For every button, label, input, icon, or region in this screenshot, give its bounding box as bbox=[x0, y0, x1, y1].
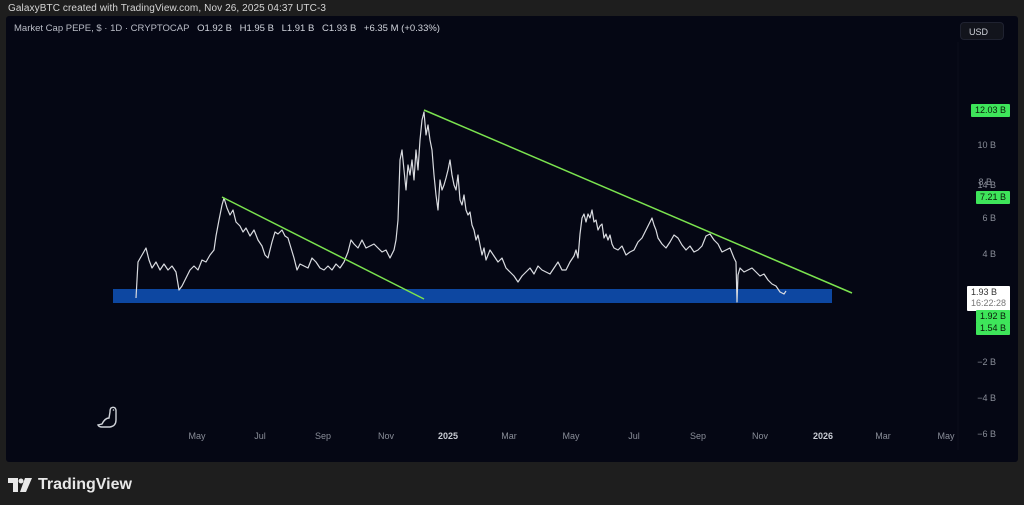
trendline-long[interactable] bbox=[423, 109, 853, 294]
currency-button[interactable]: USD bbox=[960, 22, 1004, 40]
support-zone bbox=[113, 289, 832, 303]
y-axis-label: −2 B bbox=[977, 357, 996, 367]
price-tag-current: 1.93 B 16:22:28 bbox=[966, 286, 1010, 311]
symbol-legend: Market Cap PEPE, $ · 1D · CRYPTOCAP O1.9… bbox=[14, 23, 445, 34]
y-axis-label: −4 B bbox=[977, 393, 996, 403]
y-axis-label: 8 B bbox=[978, 177, 992, 187]
x-axis-label: Sep bbox=[689, 431, 707, 441]
ohlc-high: H1.95 B bbox=[239, 23, 274, 34]
x-axis-label: Mar bbox=[875, 431, 891, 441]
x-axis-label: Sep bbox=[314, 431, 332, 441]
trendline-short[interactable] bbox=[221, 196, 425, 300]
x-axis-label: Nov bbox=[751, 431, 769, 441]
chart-panel[interactable]: Market Cap PEPE, $ · 1D · CRYPTOCAP O1.9… bbox=[6, 16, 1018, 462]
current-price: 1.93 B bbox=[970, 287, 997, 297]
bar-countdown: 16:22:28 bbox=[970, 298, 1006, 308]
y-axis-label: −6 B bbox=[977, 429, 996, 439]
x-axis-label: Nov bbox=[377, 431, 395, 441]
x-axis-label: Jul bbox=[254, 431, 266, 441]
tradingview-logo-icon bbox=[8, 478, 32, 492]
symbol-name: Market Cap PEPE, $ · 1D · CRYPTOCAP bbox=[14, 23, 190, 34]
ohlc-low: L1.91 B bbox=[281, 23, 315, 34]
y-axis-label: 14 B bbox=[977, 180, 996, 190]
y-axis-label: 6 B bbox=[982, 213, 996, 223]
x-axis-label: May bbox=[562, 431, 580, 441]
x-axis-label: 2025 bbox=[437, 431, 459, 441]
x-axis-label: 2026 bbox=[812, 431, 834, 441]
chart-credit: GalaxyBTC created with TradingView.com, … bbox=[8, 3, 327, 14]
tradingview-brand: TradingView bbox=[8, 476, 132, 494]
ohlc-change: +6.35 M (+0.33%) bbox=[363, 23, 440, 34]
x-axis-label: Jul bbox=[628, 431, 640, 441]
dino-icon bbox=[96, 406, 117, 428]
price-line bbox=[135, 111, 787, 303]
ohlc-close: C1.93 B bbox=[321, 23, 357, 34]
price-tag-mid: 7.21 B bbox=[975, 191, 1010, 204]
x-axis-label: May bbox=[937, 431, 955, 441]
ohlc-open: O1.92 B bbox=[197, 23, 232, 34]
x-axis-label: May bbox=[188, 431, 206, 441]
price-tag-low-1: 1.92 B bbox=[975, 310, 1010, 323]
x-axis-label: Mar bbox=[501, 431, 517, 441]
brand-name: TradingView bbox=[38, 476, 132, 493]
y-axis-label: 10 B bbox=[977, 140, 996, 150]
price-tag-high: 12.03 B bbox=[970, 104, 1010, 117]
price-tag-low-2: 1.54 B bbox=[975, 322, 1010, 335]
y-axis-label: 4 B bbox=[982, 249, 996, 259]
